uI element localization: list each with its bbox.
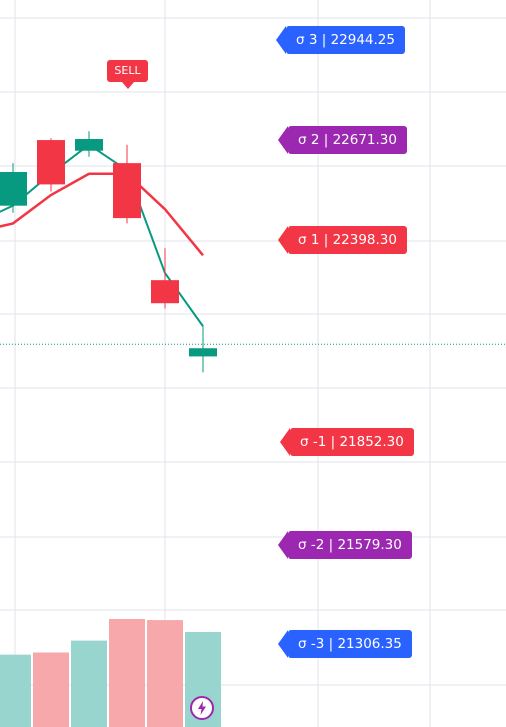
sigma-3-label: σ 3 | 22944.25 <box>276 26 405 54</box>
lightning-bolt-icon[interactable] <box>190 696 214 720</box>
volume-bar-0 <box>0 654 31 727</box>
volume-bar-2 <box>71 640 107 727</box>
bolt-glyph-icon <box>198 701 206 715</box>
volume-bar-3 <box>109 619 145 727</box>
sigma-neg1-label: σ -1 | 21852.30 <box>280 428 414 456</box>
sigma-1-label: σ 1 | 22398.30 <box>278 226 407 254</box>
candle-body-2 <box>75 139 103 151</box>
candle-body-4 <box>151 280 179 304</box>
candle-body-1 <box>37 140 65 185</box>
volume-bar-4 <box>147 620 183 727</box>
sigma-2-label: σ 2 | 22671.30 <box>278 126 407 154</box>
sigma-neg2-label: σ -2 | 21579.30 <box>278 531 412 559</box>
sell-signal-flag: SELL <box>107 60 148 89</box>
candle-body-3 <box>113 163 141 219</box>
sigma-neg3-label: σ -3 | 21306.35 <box>278 630 412 658</box>
candle-body-0 <box>0 171 27 206</box>
candle-body-5 <box>189 348 217 357</box>
red-trend-line <box>0 172 204 257</box>
volume-bar-1 <box>33 652 69 727</box>
